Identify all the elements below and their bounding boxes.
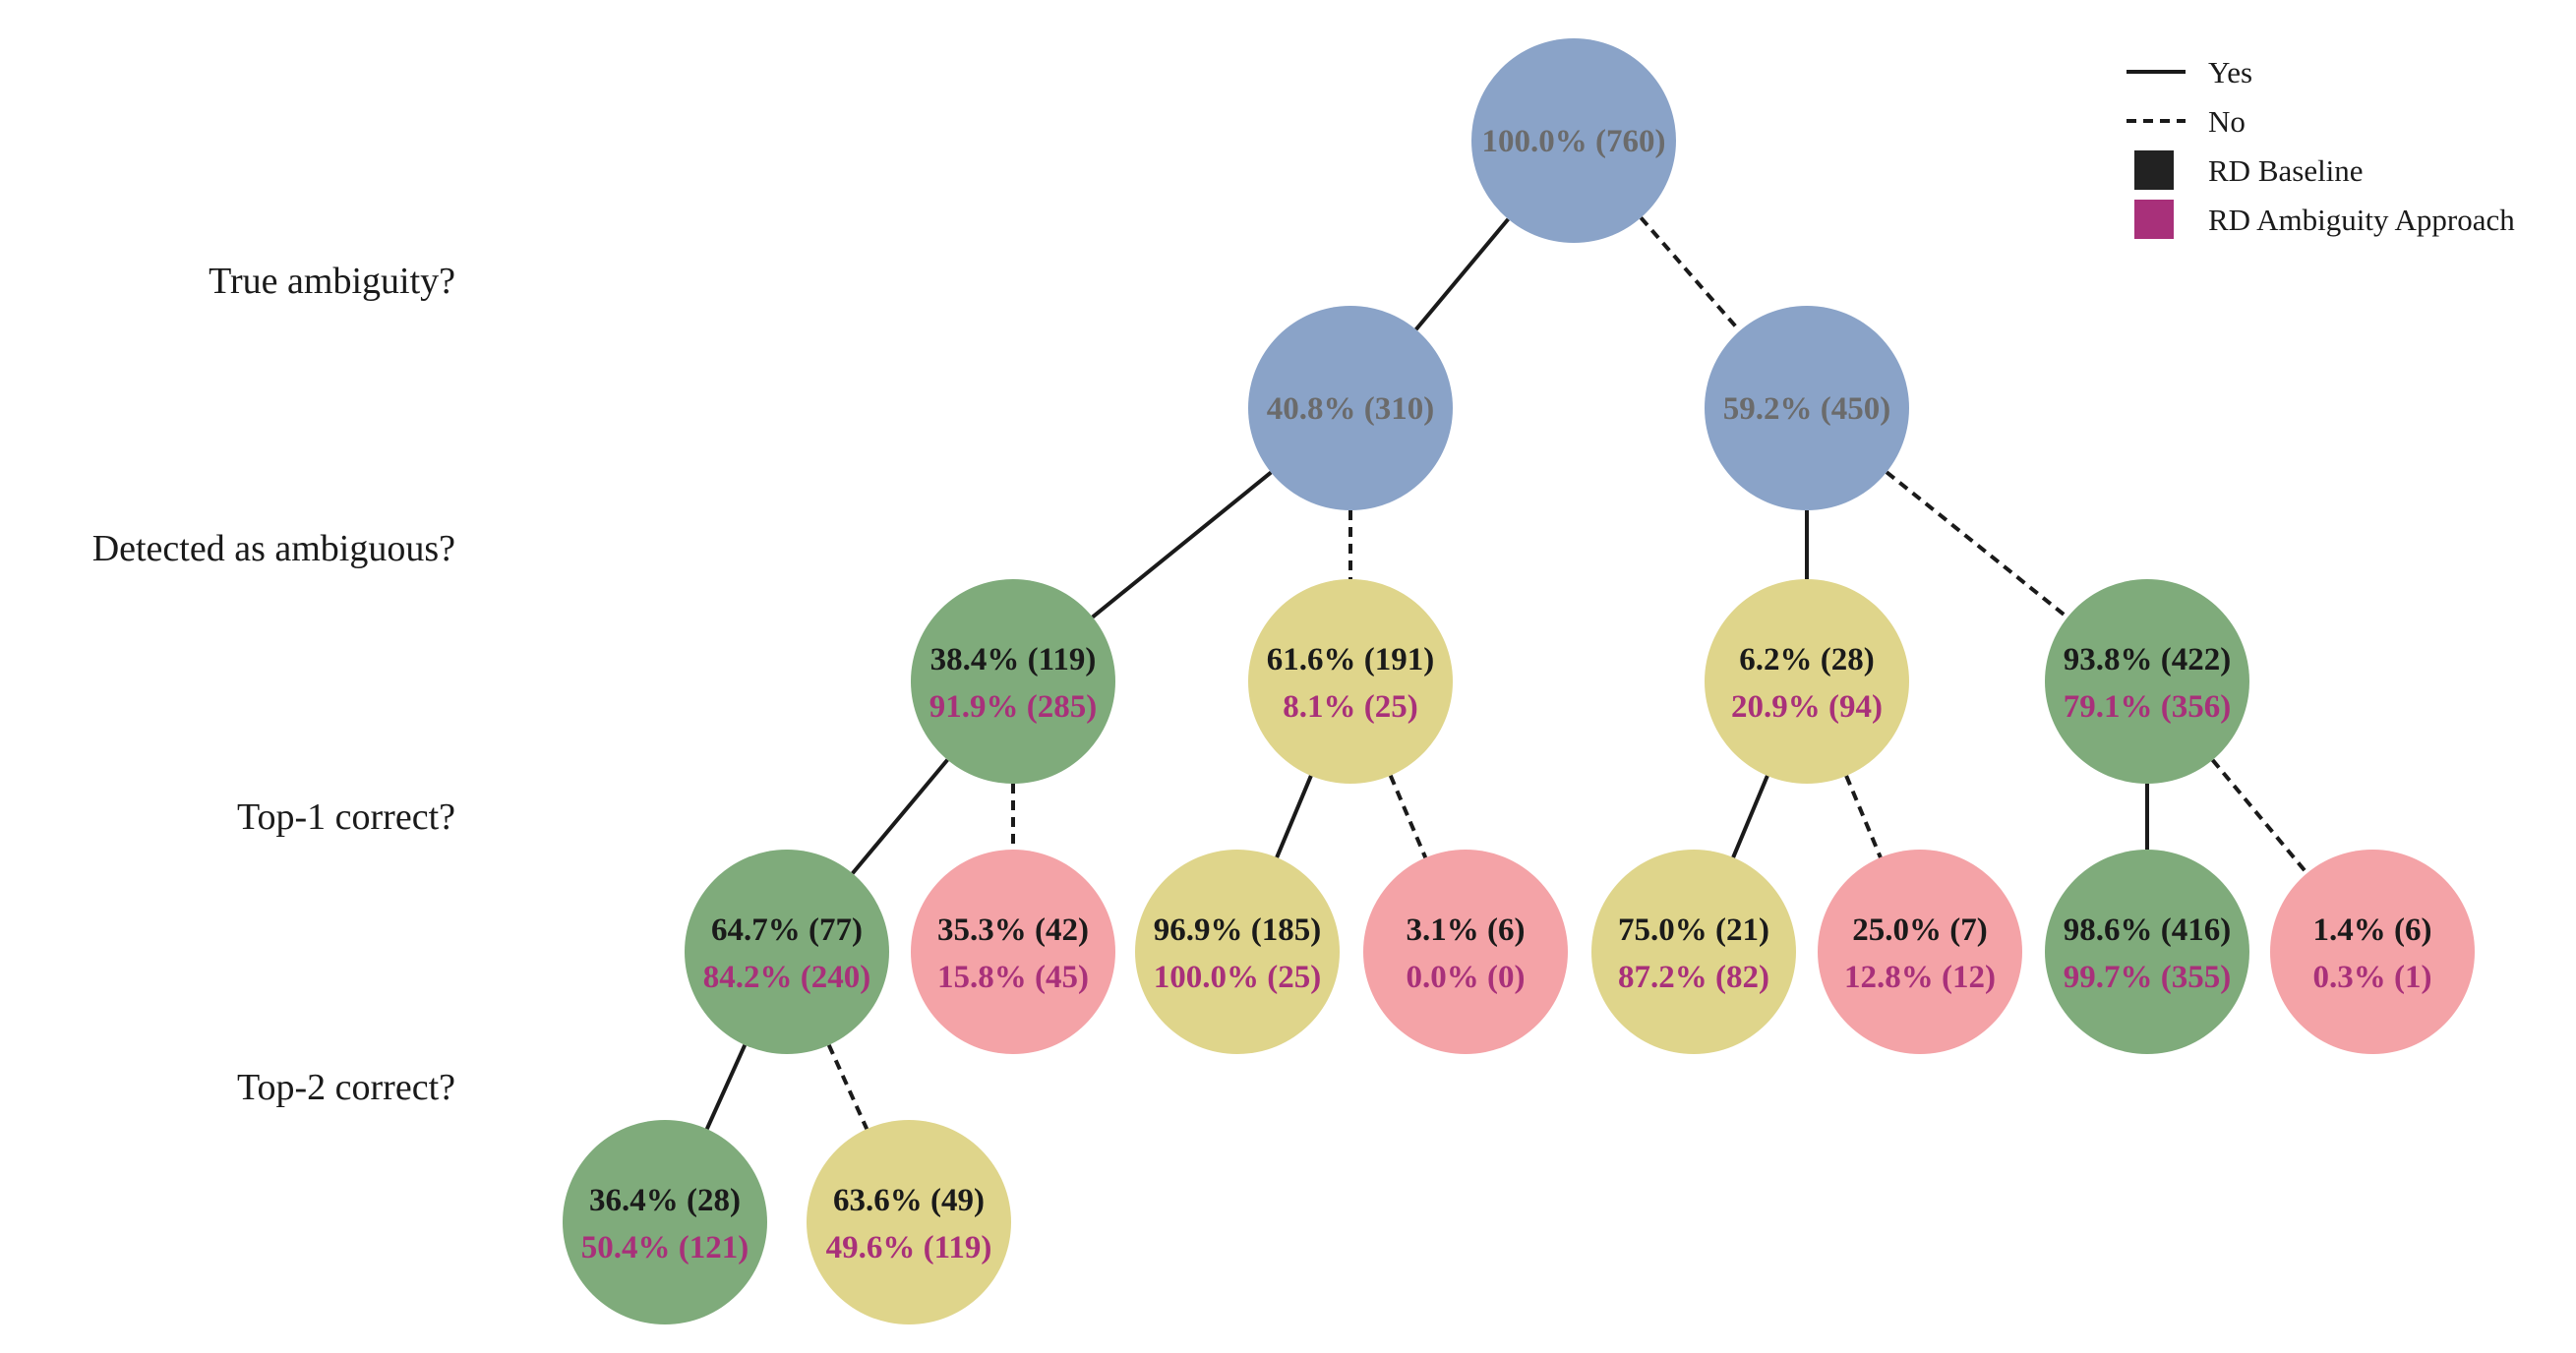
node-ambiguity-label: 8.1% (25)	[1283, 689, 1417, 725]
node-amb-det: 38.4% (119) 91.9% (285)	[911, 579, 1115, 784]
node-notamb-det: 6.2% (28) 20.9% (94)	[1705, 579, 1909, 784]
edge-no-a-d-top1-to-a-d-t1-nottop2	[826, 1043, 869, 1131]
node-ambiguity-label: 12.8% (12)	[1844, 960, 1996, 995]
node-ambiguity-label: 0.0% (0)	[1407, 960, 1526, 995]
node-baseline-label: 75.0% (21)	[1618, 912, 1769, 948]
node-baseline-label: 36.4% (28)	[589, 1183, 741, 1218]
node-ambiguity-label: 49.6% (119)	[826, 1230, 992, 1265]
node-baseline-label: 64.7% (77)	[711, 912, 863, 948]
node-circle	[1363, 850, 1568, 1054]
node-na-nd-top1: 98.6% (416) 99.7% (355)	[2045, 850, 2249, 1054]
nodes-layer: 100.0% (760) 40.8% (310) 59.2% (450) 38.4% …	[563, 38, 2475, 1324]
node-circle	[1818, 850, 2022, 1054]
edge-no-amb-notdet-to-a-nd-nottop1	[1388, 774, 1428, 859]
node-baseline-label: 96.9% (185)	[1154, 912, 1321, 948]
node-baseline-label: 25.0% (7)	[1852, 912, 1987, 948]
node-baseline-label: 6.2% (28)	[1739, 642, 1874, 677]
legend-ambiguity-swatch	[2134, 200, 2174, 239]
node-circle	[685, 850, 889, 1054]
node-circle	[2045, 850, 2249, 1054]
node-baseline-label: 61.6% (191)	[1267, 642, 1434, 677]
node-baseline-label: 3.1% (6)	[1407, 912, 1526, 948]
node-ambiguity-label: 20.9% (94)	[1731, 689, 1883, 725]
node-a-d-t1-nottop2: 63.6% (49) 49.6% (119)	[807, 1120, 1011, 1324]
node-baseline-label: 63.6% (49)	[833, 1183, 985, 1218]
node-share-label: 59.2% (450)	[1723, 391, 1890, 427]
node-amb-notdet: 61.6% (191) 8.1% (25)	[1248, 579, 1453, 784]
node-baseline-label: 93.8% (422)	[2064, 642, 2231, 677]
node-a-d-nottop1: 35.3% (42) 15.8% (45)	[911, 850, 1115, 1054]
question-label-q1: True ambiguity?	[209, 261, 455, 302]
node-circle	[1705, 579, 1909, 784]
legend: Yes No RD Baseline RD Ambiguity Approach	[2127, 55, 2515, 239]
edge-yes-amb-to-amb-det	[1091, 470, 1273, 619]
node-circle	[911, 850, 1115, 1054]
edge-no-root-to-notamb	[1639, 216, 1742, 332]
node-notamb: 59.2% (450)	[1705, 306, 1909, 510]
node-a-nd-nottop1: 3.1% (6) 0.0% (0)	[1363, 850, 1568, 1054]
legend-no-label: No	[2208, 104, 2246, 139]
node-ambiguity-label: 0.3% (1)	[2313, 960, 2432, 995]
node-na-nd-nottop1: 1.4% (6) 0.3% (1)	[2270, 850, 2475, 1054]
question-labels: True ambiguity? Detected as ambiguous? Top…	[92, 261, 455, 1108]
node-ambiguity-label: 84.2% (240)	[703, 960, 870, 995]
edge-no-notamb-det-to-na-d-nottop1	[1844, 775, 1883, 858]
edge-no-notamb-to-notamb-notdet	[1885, 470, 2069, 619]
node-share-label: 100.0% (760)	[1482, 124, 1666, 159]
node-ambiguity-label: 99.7% (355)	[2064, 960, 2231, 995]
node-ambiguity-label: 87.2% (82)	[1618, 960, 1769, 995]
edge-yes-amb-det-to-a-d-top1	[851, 758, 949, 875]
node-amb: 40.8% (310)	[1248, 306, 1453, 510]
node-ambiguity-label: 15.8% (45)	[937, 960, 1089, 995]
edge-yes-root-to-amb	[1414, 217, 1510, 331]
node-baseline-label: 38.4% (119)	[930, 642, 1097, 677]
node-baseline-label: 1.4% (6)	[2313, 912, 2432, 948]
node-share-label: 40.8% (310)	[1267, 391, 1434, 427]
node-root: 100.0% (760)	[1471, 38, 1676, 243]
node-baseline-label: 35.3% (42)	[937, 912, 1089, 948]
node-circle	[2270, 850, 2475, 1054]
node-ambiguity-label: 50.4% (121)	[581, 1230, 749, 1265]
edge-no-notamb-notdet-to-na-nd-nottop1	[2211, 758, 2308, 875]
node-circle	[1248, 579, 1453, 784]
node-ambiguity-label: 91.9% (285)	[929, 689, 1097, 725]
node-circle	[1471, 38, 1676, 243]
legend-yes-label: Yes	[2208, 55, 2252, 89]
node-baseline-label: 98.6% (416)	[2064, 912, 2231, 948]
node-circle	[1591, 850, 1796, 1054]
node-ambiguity-label: 79.1% (356)	[2064, 689, 2231, 725]
legend-baseline-swatch	[2134, 150, 2174, 190]
legend-baseline-label: RD Baseline	[2208, 153, 2364, 188]
legend-ambiguity-label: RD Ambiguity Approach	[2208, 203, 2515, 237]
edge-yes-a-d-top1-to-a-d-t1-top2	[704, 1043, 748, 1131]
node-circle	[1135, 850, 1340, 1054]
node-circle	[911, 579, 1115, 784]
edges-layer	[704, 216, 2308, 1131]
node-circle	[1248, 306, 1453, 510]
node-a-d-t1-top2: 36.4% (28) 50.4% (121)	[563, 1120, 767, 1324]
question-label-q3: Top-1 correct?	[237, 796, 455, 838]
question-label-q4: Top-2 correct?	[237, 1067, 455, 1108]
edge-yes-notamb-det-to-na-d-top1	[1731, 775, 1769, 858]
node-circle	[1705, 306, 1909, 510]
node-circle	[563, 1120, 767, 1324]
node-na-d-nottop1: 25.0% (7) 12.8% (12)	[1818, 850, 2022, 1054]
question-label-q2: Detected as ambiguous?	[92, 528, 455, 569]
node-ambiguity-label: 100.0% (25)	[1154, 960, 1321, 995]
node-notamb-notdet: 93.8% (422) 79.1% (356)	[2045, 579, 2249, 784]
node-na-d-top1: 75.0% (21) 87.2% (82)	[1591, 850, 1796, 1054]
node-circle	[2045, 579, 2249, 784]
node-a-nd-top1: 96.9% (185) 100.0% (25)	[1135, 850, 1340, 1054]
node-circle	[807, 1120, 1011, 1324]
edge-yes-amb-notdet-to-a-nd-top1	[1275, 775, 1313, 858]
node-a-d-top1: 64.7% (77) 84.2% (240)	[685, 850, 889, 1054]
